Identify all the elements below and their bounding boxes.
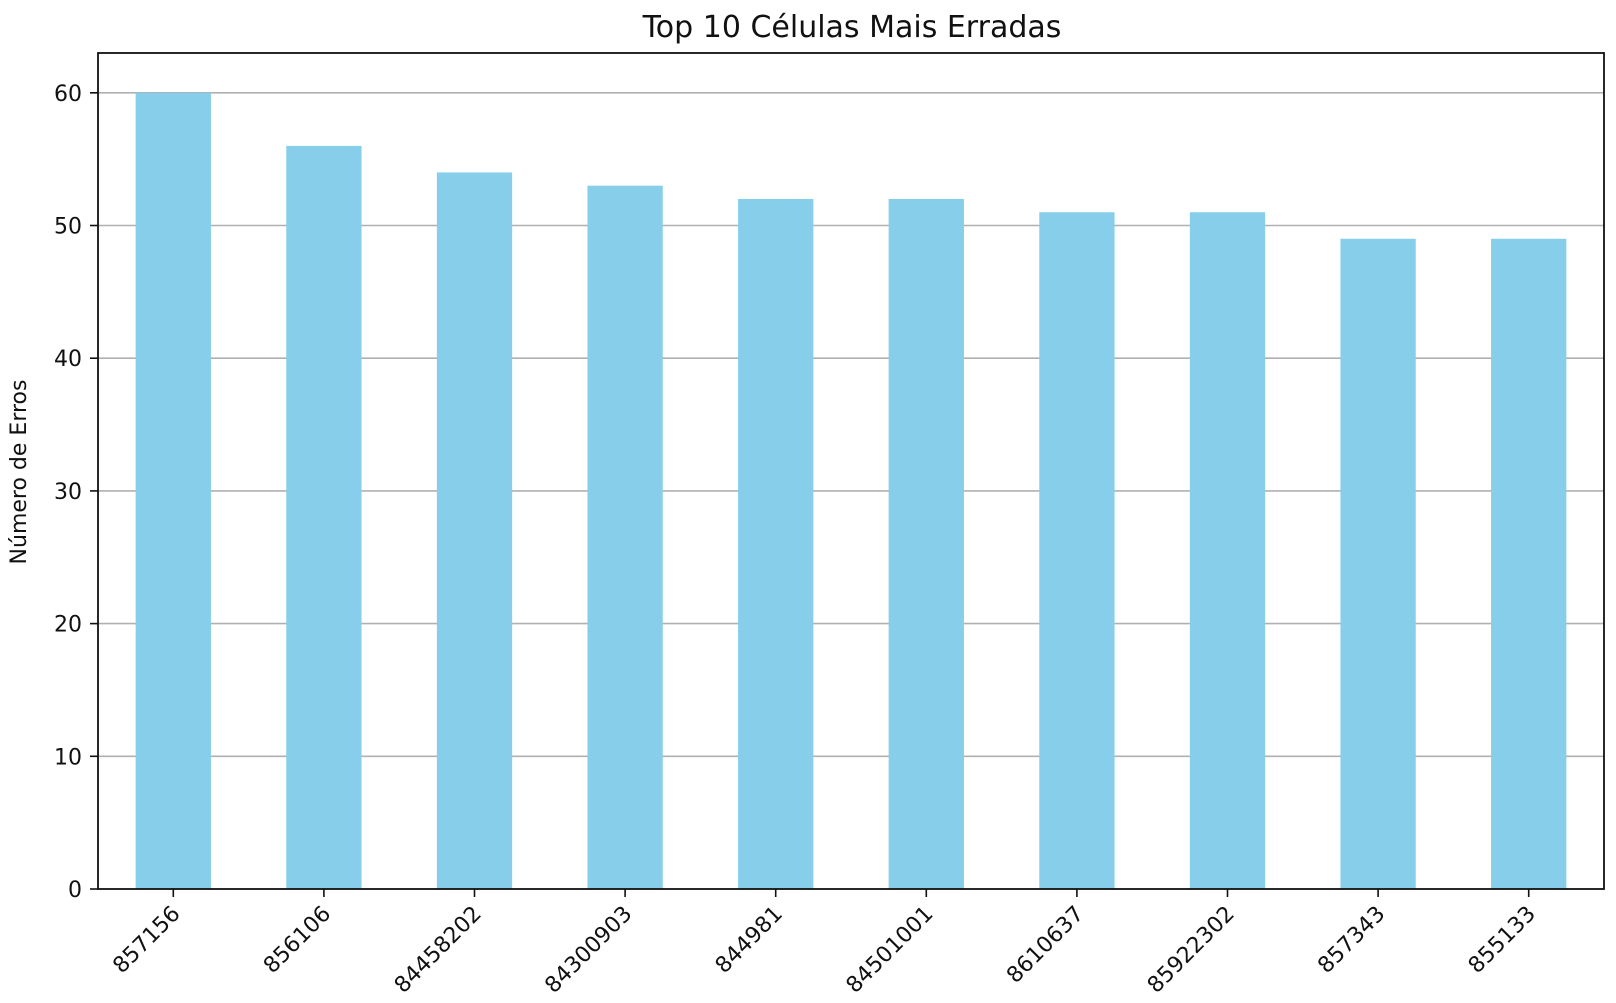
bars xyxy=(135,92,1567,890)
bar xyxy=(286,145,362,889)
axes xyxy=(97,52,1605,890)
x-tick-label: 84300903 xyxy=(540,902,637,999)
x-tick-label: 857156 xyxy=(108,902,185,979)
x-tick-label: 855133 xyxy=(1464,902,1541,979)
x-ticks: 857156 856106 84458202 84300903 844981 845010… xyxy=(108,889,1541,999)
bar xyxy=(1340,238,1416,889)
x-tick-label: 85922302 xyxy=(1143,902,1240,999)
y-tick-label: 30 xyxy=(54,480,82,505)
bar xyxy=(436,172,513,889)
y-ticks: 0 10 20 30 40 50 60 xyxy=(54,82,98,903)
chart-title: Top 10 Células Mais Erradas xyxy=(642,10,1062,45)
x-tick-label: 84458202 xyxy=(390,902,487,999)
x-tick-label: 844981 xyxy=(711,902,788,979)
y-tick-label: 50 xyxy=(54,215,82,240)
bar xyxy=(135,92,211,890)
bar xyxy=(738,198,814,889)
y-tick-label: 10 xyxy=(54,745,82,770)
x-tick-label: 8610637 xyxy=(1002,902,1089,989)
x-tick-label: 857343 xyxy=(1313,902,1390,979)
x-tick-label: 856106 xyxy=(259,902,336,979)
bar xyxy=(587,185,663,889)
y-tick-label: 60 xyxy=(54,82,82,107)
y-tick-label: 20 xyxy=(54,613,82,638)
plot-frame xyxy=(97,52,1605,890)
y-axis-label: Número de Erros xyxy=(7,380,32,565)
bar xyxy=(1189,212,1266,889)
bar xyxy=(888,198,964,889)
bar xyxy=(1039,212,1115,889)
x-tick-label: 84501001 xyxy=(842,902,939,999)
y-tick-label: 0 xyxy=(68,878,82,903)
y-tick-label: 40 xyxy=(54,347,82,372)
bar xyxy=(1491,238,1567,889)
